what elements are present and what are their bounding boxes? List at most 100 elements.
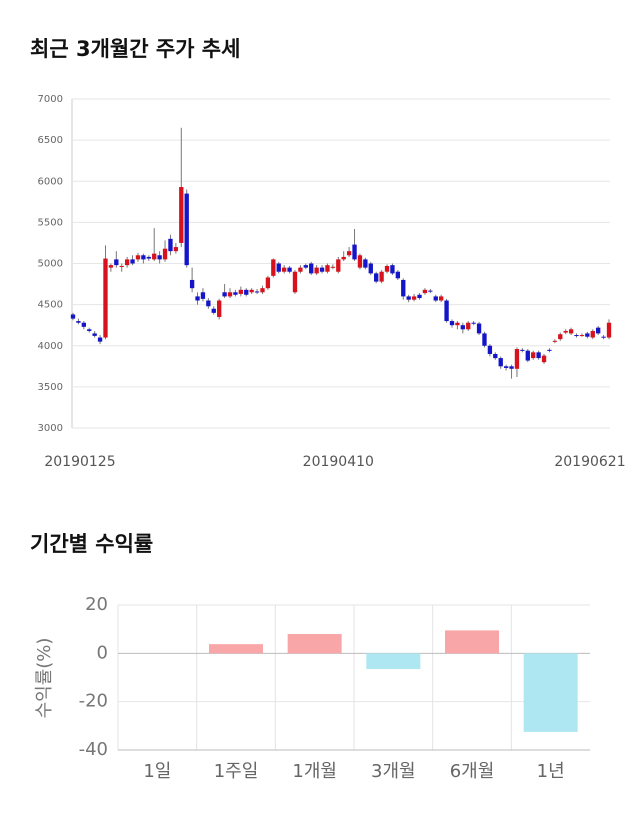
candle-body [233,292,238,295]
x-tick-label: 20190621 [554,454,625,470]
candle-body [76,321,81,323]
candle-body [514,349,520,369]
bar [287,634,342,654]
candle-body [498,358,503,367]
candle-body [206,300,211,307]
candle-body [87,329,92,331]
candle-body [368,263,373,274]
candle-body [476,323,482,334]
candle-body [563,330,568,333]
candle-body [428,290,433,292]
candle-body [189,279,195,289]
candle-body [585,333,590,337]
candle-body [249,289,254,293]
candle-body [265,277,271,289]
candle-body [314,267,319,274]
candle-body [568,329,574,334]
candle-body [114,259,119,266]
candle-body [281,267,287,272]
candle-body [152,253,157,260]
candle-body [184,193,189,266]
y-tick-label: 4000 [38,341,63,352]
candle-body [168,238,173,252]
x-tick-label: 3개월 [371,761,416,782]
candle-body [379,271,384,282]
candle-body [146,256,151,259]
candle-body [590,330,595,338]
candle-body [173,247,179,252]
bar [209,644,263,654]
y-tick-label: 20 [85,594,108,615]
candle-body [547,349,552,351]
candle-body [363,259,368,268]
candle-body [406,296,411,300]
candle-body [81,322,86,327]
candle-body [222,292,227,297]
candle-body [422,289,428,294]
x-tick-label: 1일 [143,761,171,782]
candle-body [536,352,541,359]
candle-body [493,353,498,359]
candle-body [433,296,438,301]
candle-body [179,187,184,243]
candle-body [276,263,281,272]
y-tick-label: 0 [97,642,108,663]
candle-body [124,259,130,266]
candle-body [227,292,233,297]
candle-body [449,321,455,326]
candle-body [541,355,547,363]
candle-body [330,266,336,268]
candle-body [601,336,606,338]
candle-body [401,279,406,297]
candle-body [455,322,460,326]
candle-body [260,288,265,293]
candle-body [298,267,303,272]
y-tick-label: 6500 [38,135,63,146]
candle-body [503,366,509,368]
candle-body [141,255,146,260]
y-tick-label: -20 [79,691,108,712]
candle-body [238,289,244,294]
candle-body [303,265,308,268]
candle-body [341,256,346,260]
x-tick-label: 1개월 [292,761,337,782]
candle-body [460,325,465,330]
candle-body [271,259,276,276]
candle-body [606,322,612,338]
candle-body [70,314,76,319]
candle-body [444,300,449,322]
candle-body [130,259,135,264]
candle-body [346,251,352,256]
candle-body [357,255,363,268]
candle-body [374,273,379,282]
candle-body [471,322,476,324]
candle-body [411,296,417,300]
bar [366,653,421,670]
x-tick-label: 20190410 [303,454,374,470]
y-tick-label: 4500 [38,300,63,311]
y-tick-label: 3500 [38,382,63,393]
x-tick-label: 1년 [537,761,565,782]
candle-body [466,322,471,330]
chart-title: 최근 3개월간 주가 추세 [30,37,240,61]
candle-body [438,296,444,301]
x-tick-label: 6개월 [450,761,495,782]
candle-body [579,335,585,337]
candle-body [552,340,558,342]
candle-body [596,327,601,334]
y-tick-label: 7000 [38,94,63,105]
candle-body [162,248,168,260]
candle-body [417,294,422,299]
candle-body [244,289,249,295]
candle-body [319,267,325,272]
candle-body [195,296,200,301]
candle-body [509,366,514,369]
y-tick-label: 5500 [38,217,63,228]
chart-title: 기간별 수익률 [30,532,153,556]
candle-body [520,349,525,351]
x-tick-label: 20190125 [44,454,115,470]
candle-body [482,333,487,346]
candle-body [135,255,141,260]
candle-body [97,337,103,342]
